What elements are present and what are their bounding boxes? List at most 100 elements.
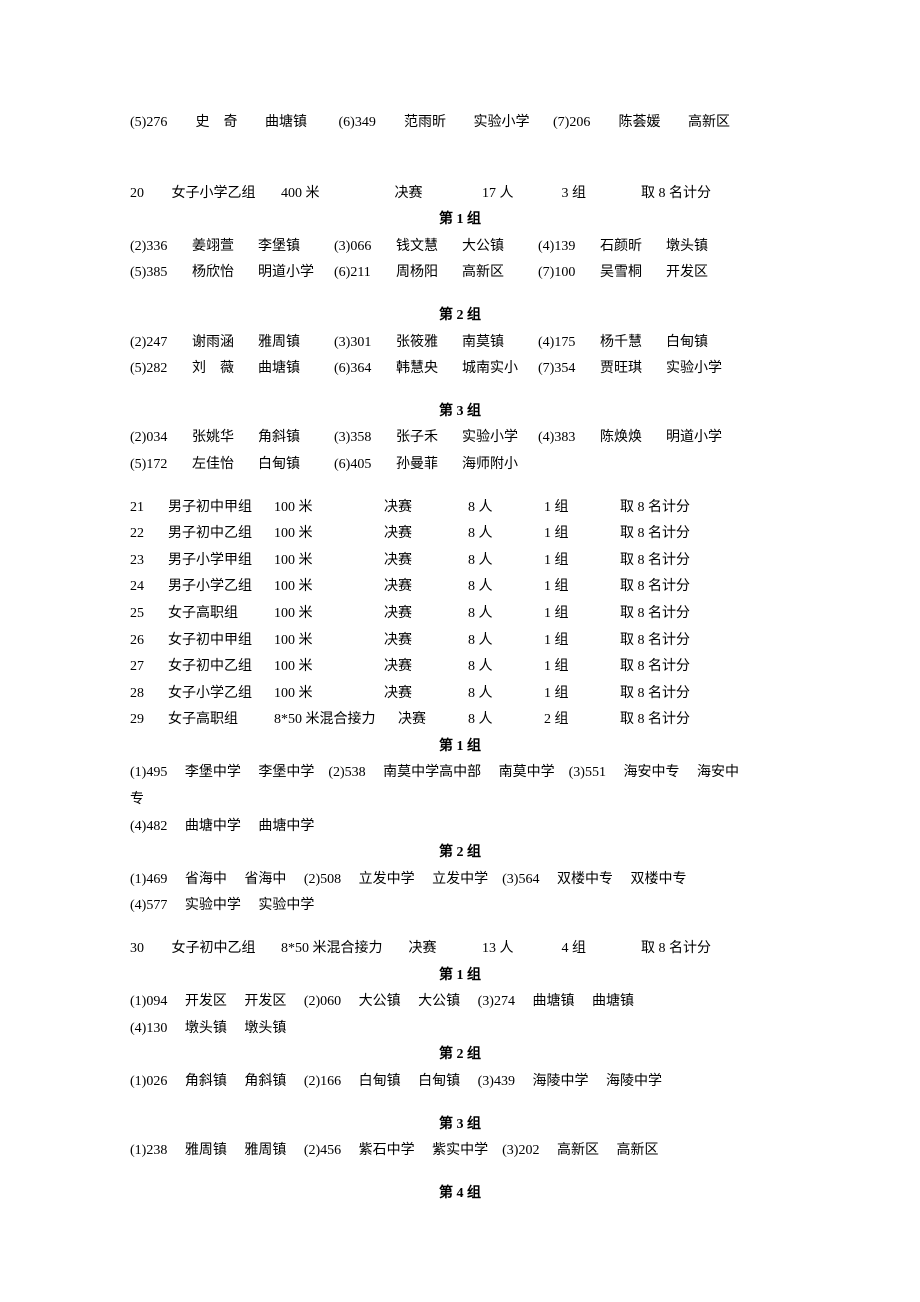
- unit: 南莫镇: [462, 330, 538, 357]
- name: 姜翊萱: [192, 234, 258, 261]
- unit: 实验小学: [474, 110, 550, 137]
- num: (3)358: [334, 425, 396, 452]
- event-heats: 1 组: [544, 548, 620, 575]
- unit: 实验小学: [666, 356, 742, 383]
- unit: 海师附小: [462, 452, 538, 479]
- event-dist: 8*50 米混合接力: [274, 707, 398, 734]
- event-count: 8 人: [468, 707, 544, 734]
- num: (7)354: [538, 356, 600, 383]
- relay-line: (4)577 实验中学 实验中学: [130, 893, 790, 920]
- relay-line: 专: [130, 787, 790, 814]
- event-header: 30 女子初中乙组 8*50 米混合接力 决赛 13 人 4 组 取 8 名计分: [130, 936, 790, 963]
- event-count: 8 人: [468, 601, 544, 628]
- group-title: 第 3 组: [130, 1112, 790, 1139]
- num: (2)247: [130, 330, 192, 357]
- event-stage: 决赛: [384, 521, 468, 548]
- relay-line: (1)094 开发区 开发区 (2)060 大公镇 大公镇 (3)274 曲塘镇…: [130, 989, 790, 1016]
- unit: 白甸镇: [666, 330, 742, 357]
- event-header: 23男子小学甲组100 米决赛8 人1 组取 8 名计分: [130, 548, 790, 575]
- event-cat: 女子小学乙组: [168, 681, 274, 708]
- unit: 城南实小: [462, 356, 538, 383]
- event-no: 26: [130, 628, 168, 655]
- num: (2)336: [130, 234, 192, 261]
- event-heats: 1 组: [544, 628, 620, 655]
- unit: 开发区: [666, 260, 742, 287]
- event-cat: 男子小学甲组: [168, 548, 274, 575]
- event-score: 取 8 名计分: [620, 654, 690, 681]
- event-stage: 决赛: [398, 707, 468, 734]
- num: (6)405: [334, 452, 396, 479]
- name: 刘 薇: [192, 356, 258, 383]
- event-cat: 男子初中乙组: [168, 521, 274, 548]
- num: (6)364: [334, 356, 396, 383]
- event-header: 24男子小学乙组100 米决赛8 人1 组取 8 名计分: [130, 574, 790, 601]
- event-no: 28: [130, 681, 168, 708]
- event-dist: 100 米: [274, 574, 384, 601]
- event-heats: 1 组: [544, 495, 620, 522]
- event-stage: 决赛: [409, 936, 479, 963]
- athlete-row: (5)172左佳怡白甸镇(6)405孙曼菲海师附小: [130, 452, 790, 479]
- event-no: 24: [130, 574, 168, 601]
- event-heats: 3 组: [562, 181, 638, 208]
- num: (3)066: [334, 234, 396, 261]
- event-dist: 100 米: [274, 495, 384, 522]
- group-title: 第 3 组: [130, 399, 790, 426]
- name: 张筱雅: [396, 330, 462, 357]
- name: 吴雪桐: [600, 260, 666, 287]
- unit: 曲塘镇: [265, 110, 335, 137]
- event-score: 取 8 名计分: [620, 574, 690, 601]
- event-heats: 1 组: [544, 521, 620, 548]
- unit: 高新区: [462, 260, 538, 287]
- event-no: 27: [130, 654, 168, 681]
- unit: 实验小学: [462, 425, 538, 452]
- name: 贾旺琪: [600, 356, 666, 383]
- event-count: 8 人: [468, 495, 544, 522]
- event-cat: 女子初中乙组: [172, 936, 278, 963]
- event-cat: 女子初中甲组: [168, 628, 274, 655]
- event-no: 21: [130, 495, 168, 522]
- num: (2)034: [130, 425, 192, 452]
- event-stage: 决赛: [384, 574, 468, 601]
- event-header: 26女子初中甲组100 米决赛8 人1 组取 8 名计分: [130, 628, 790, 655]
- event-no: 22: [130, 521, 168, 548]
- event-stage: 决赛: [395, 181, 479, 208]
- athlete-row: (5)282刘 薇曲塘镇(6)364韩慧央城南实小(7)354贾旺琪实验小学: [130, 356, 790, 383]
- num: (6)211: [334, 260, 396, 287]
- event-score: 取 8 名计分: [620, 521, 690, 548]
- event-dist: 100 米: [274, 654, 384, 681]
- num: (6)349: [339, 110, 401, 137]
- name: 范雨昕: [404, 110, 470, 137]
- group-title: 第 2 组: [130, 840, 790, 867]
- event-heats: 4 组: [562, 936, 638, 963]
- unit: 李堡镇: [258, 234, 334, 261]
- event-count: 8 人: [468, 521, 544, 548]
- event-stage: 决赛: [384, 601, 468, 628]
- group-title: 第 1 组: [130, 734, 790, 761]
- group-title: 第 2 组: [130, 1042, 790, 1069]
- event-heats: 2 组: [544, 707, 620, 734]
- event-dist: 400 米: [281, 181, 391, 208]
- event-cat: 男子小学乙组: [168, 574, 274, 601]
- event-score: 取 8 名计分: [620, 548, 690, 575]
- group-title: 第 4 组: [130, 1181, 790, 1208]
- event-no: 25: [130, 601, 168, 628]
- num: (4)175: [538, 330, 600, 357]
- num: (3)301: [334, 330, 396, 357]
- event-header: 20 女子小学乙组 400 米 决赛 17 人 3 组 取 8 名计分: [130, 181, 790, 208]
- name: 谢雨涵: [192, 330, 258, 357]
- relay-line: (1)495 李堡中学 李堡中学 (2)538 南莫中学高中部 南莫中学 (3)…: [130, 760, 790, 787]
- unit: 明道小学: [258, 260, 334, 287]
- name: 左佳怡: [192, 452, 258, 479]
- event-heats: 1 组: [544, 601, 620, 628]
- event-stage: 决赛: [384, 628, 468, 655]
- event-score: 取 8 名计分: [641, 936, 711, 963]
- event-stage: 决赛: [384, 681, 468, 708]
- group-title: 第 1 组: [130, 963, 790, 990]
- event-dist: 8*50 米混合接力: [281, 936, 405, 963]
- event-cat: 女子高职组: [168, 601, 274, 628]
- event-header: 28女子小学乙组100 米决赛8 人1 组取 8 名计分: [130, 681, 790, 708]
- unit: 雅周镇: [258, 330, 334, 357]
- num: (7)100: [538, 260, 600, 287]
- unit: 大公镇: [462, 234, 538, 261]
- num: (5)282: [130, 356, 192, 383]
